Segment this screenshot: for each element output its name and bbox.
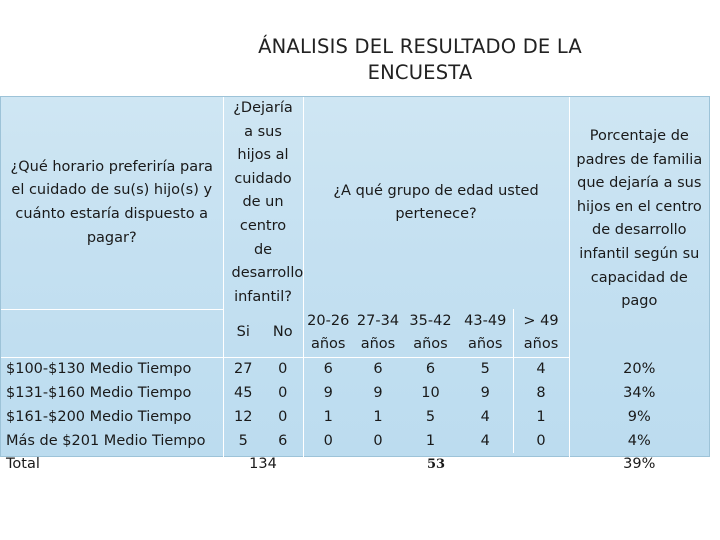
age-cell: 0 <box>512 429 570 454</box>
age-cell: 1 <box>373 408 383 425</box>
percent-cell: 4% <box>568 429 710 454</box>
age-cell: 5 <box>425 408 436 425</box>
age-cell: 1 <box>425 432 436 449</box>
survey-results-table: ¿Qué horario preferiría para el cuidado … <box>1 97 710 478</box>
age-cell: 4 <box>480 432 490 449</box>
age-cell: 9 <box>373 384 383 401</box>
no-cell: 0 <box>278 408 288 425</box>
row-label: $131-$160 Medio Tiempo <box>6 384 192 401</box>
total-percent-cell: 39% <box>568 453 710 478</box>
no-header: No <box>263 309 303 358</box>
age-cell: 6 <box>302 357 353 382</box>
row-label: $161-$200 Medio Tiempo <box>6 408 192 425</box>
percent-cell: 9% <box>568 405 710 430</box>
age-group-header: > 49 años <box>512 309 570 358</box>
yes-cell: 5 <box>222 429 263 454</box>
table-row: $100-$130 Medio Tiempo 27 0 6 6 6 5 4 20… <box>1 357 710 382</box>
table-row: Más de $201 Medio Tiempo 5 6 0 0 1 4 0 4… <box>1 429 710 454</box>
age-cell: 0 <box>302 429 353 454</box>
percent-cell: 20% <box>568 357 710 382</box>
age-cell: 10 <box>421 384 440 401</box>
percent-cell: 34% <box>568 381 710 406</box>
age-cell: 4 <box>480 408 490 425</box>
age-cell: 0 <box>373 432 383 449</box>
age-cell: 9 <box>302 381 353 406</box>
page-title: ÁNALISIS DEL RESULTADO DE LA ENCUESTA <box>200 34 640 86</box>
no-cell: 0 <box>278 360 288 377</box>
blank-header-cell <box>1 309 223 358</box>
no-cell: 6 <box>278 432 288 449</box>
row-label: $100-$130 Medio Tiempo <box>6 360 192 377</box>
total-label: Total <box>6 456 40 473</box>
percent-question-header: Porcentaje de padres de familia que deja… <box>568 97 710 358</box>
no-cell: 0 <box>278 384 288 401</box>
age-group-header: 27-34 años <box>353 309 403 358</box>
age-cell: 1 <box>512 405 570 430</box>
yes-header: Si <box>222 309 263 358</box>
age-question-header: ¿A qué grupo de edad usted pertenece? <box>302 97 570 310</box>
header-row-questions: ¿Qué horario preferiría para el cuidado … <box>1 97 710 358</box>
age-cell: 4 <box>512 357 570 382</box>
total-row: Total 134 53 39% <box>1 453 710 478</box>
age-group-header: 43-49 años <box>458 309 513 358</box>
leave-question-header: ¿Dejaría a sus hijos al cuidado de un ce… <box>222 97 303 310</box>
header-row-subcolumns: Si No 20-26 años 27-34 años 35-42 años 4… <box>1 309 709 358</box>
leave-total-cell: 134 <box>222 453 303 478</box>
age-cell: 9 <box>480 384 490 401</box>
age-cell: 6 <box>425 360 436 377</box>
yes-cell: 12 <box>222 405 263 430</box>
title-line-1: ÁNALISIS DEL RESULTADO DE LA <box>258 35 582 58</box>
schedule-question-header: ¿Qué horario preferiría para el cuidado … <box>1 97 223 310</box>
age-cell: 1 <box>302 405 353 430</box>
age-group-header: 20-26 años <box>302 309 353 358</box>
table-row: $131-$160 Medio Tiempo 45 0 9 9 10 9 8 3… <box>1 381 710 406</box>
age-cell: 6 <box>373 360 383 377</box>
survey-table-container: ¿Qué horario preferiría para el cuidado … <box>0 96 710 478</box>
age-total-cell: 53 <box>302 453 570 478</box>
row-label: Más de $201 Medio Tiempo <box>6 432 206 449</box>
yes-cell: 27 <box>222 357 263 382</box>
age-group-header: 35-42 años <box>403 309 458 358</box>
age-cell: 5 <box>480 360 490 377</box>
title-line-2: ENCUESTA <box>367 61 473 84</box>
table-row: $161-$200 Medio Tiempo 12 0 1 1 5 4 1 9% <box>1 405 710 430</box>
age-cell: 8 <box>512 381 570 406</box>
yes-cell: 45 <box>222 381 263 406</box>
